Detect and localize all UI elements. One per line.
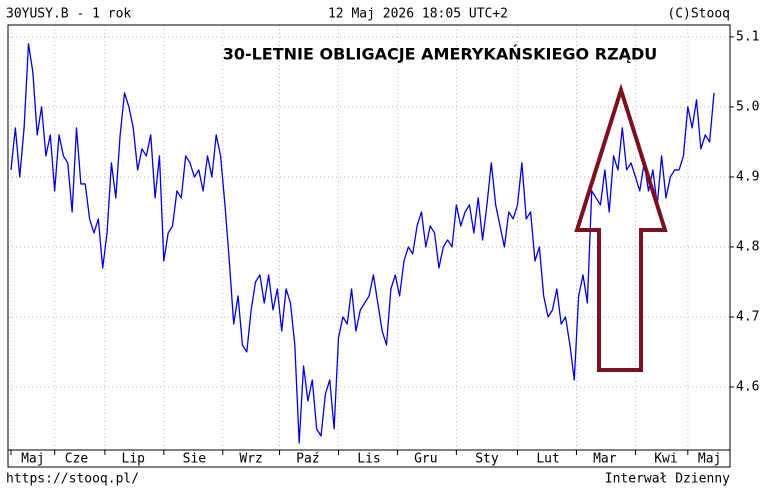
y-tick-label: 4.9 <box>736 169 759 184</box>
symbol: 30YUSY.B - 1 rok <box>6 7 131 22</box>
x-tick-label: Maj <box>21 452 44 467</box>
chart-title: 30-LETNIE OBLIGACJE AMERYKAŃSKIEGO RZĄDU <box>223 45 658 64</box>
copyright: (C)Stooq <box>667 7 730 22</box>
url: https://stooq.pl/ <box>6 472 139 487</box>
arrow <box>574 83 668 372</box>
x-tick-label: Sty <box>475 452 499 467</box>
y-tick-label: 4.7 <box>736 309 759 324</box>
x-tick-label: Mar <box>593 452 617 467</box>
interval: Interwał Dzienny <box>605 472 730 487</box>
datetime: 12 Maj 2026 18:05 UTC+2 <box>328 7 508 22</box>
x-tick-label: Wrz <box>239 452 262 467</box>
x-tick-label: Maj <box>698 452 721 467</box>
x-tick-label: Paź <box>296 452 319 467</box>
x-tick-label: Lut <box>536 452 559 467</box>
plot-frame <box>7 24 731 468</box>
x-tick-label: Cze <box>65 452 89 467</box>
y-tick-label: 4.6 <box>736 379 759 394</box>
y-tick-label: 5.1 <box>736 29 759 44</box>
x-tick-label: Kwi <box>654 452 677 467</box>
x-tick-label: Lis <box>357 452 380 467</box>
x-tick-label: Lip <box>122 452 146 467</box>
price-line <box>10 43 715 444</box>
y-tick-label: 5.0 <box>736 99 759 114</box>
plot: 4.6 4.7 4.8 4.9 5.0 5.1 Maj Cze Lip Sie Wrz Paź Lis G… <box>8 25 759 467</box>
x-tick-label: Sie <box>183 452 207 467</box>
x-tick-label: Gru <box>414 452 437 467</box>
y-tick-label: 4.8 <box>736 239 759 254</box>
